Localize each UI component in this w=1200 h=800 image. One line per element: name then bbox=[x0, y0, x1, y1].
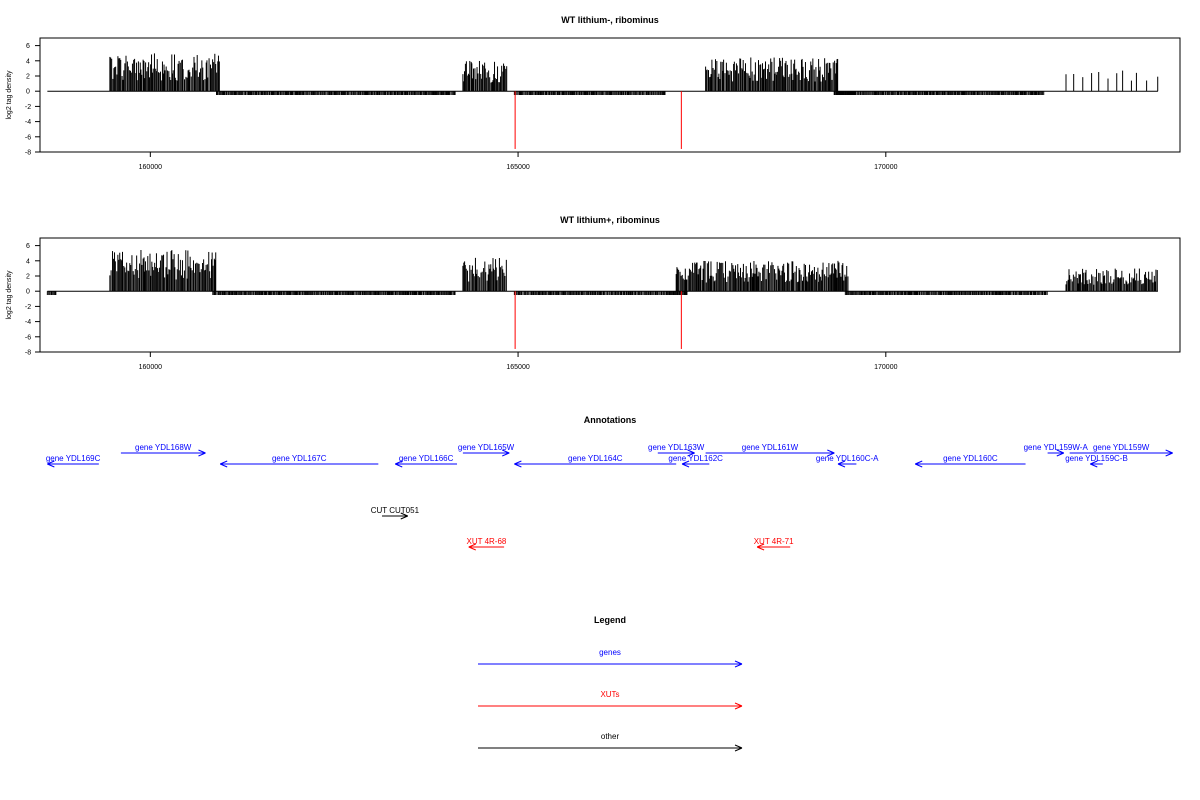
annotation-feature: gene YDL166C bbox=[395, 454, 458, 468]
y-tick-label: 4 bbox=[26, 58, 30, 65]
annotation-label: gene YDL159C-B bbox=[1065, 454, 1128, 463]
annotation-label: gene YDL159W-A bbox=[1024, 443, 1089, 452]
track-panel-lithium-minus: WT lithium-, ribominus log2 tag density … bbox=[6, 15, 1181, 171]
y-tick-label: 2 bbox=[26, 274, 30, 281]
y-tick-label: 6 bbox=[26, 243, 30, 250]
axes: 160000 165000 170000 -8 -6 -4 -2 0 2 4 6 bbox=[25, 43, 898, 171]
annotation-label: gene YDL169C bbox=[46, 454, 101, 463]
legend-entry: XUTs bbox=[478, 690, 743, 710]
annotation-label: gene YDL161W bbox=[742, 443, 799, 452]
annotation-feature: XUT 4R-68 bbox=[467, 537, 507, 551]
x-tick-label: 165000 bbox=[506, 364, 529, 371]
annotation-feature: gene YDL165W bbox=[458, 443, 515, 457]
x-tick-label: 160000 bbox=[139, 364, 162, 371]
annotation-feature: gene YDL169C bbox=[46, 454, 101, 468]
y-tick-label: 4 bbox=[26, 258, 30, 265]
annotation-feature: gene YDL167C bbox=[219, 454, 379, 468]
y-tick-label: -6 bbox=[25, 334, 31, 341]
plot-frame bbox=[39, 237, 1181, 353]
signal-bars bbox=[46, 250, 1158, 349]
annotation-feature: gene YDL164C bbox=[514, 454, 677, 468]
x-tick-label: 170000 bbox=[874, 164, 897, 171]
annotation-label: CUT CUT051 bbox=[371, 506, 420, 515]
annotation-features: gene YDL169C gene YDL168W gene YDL167C gene… bbox=[46, 443, 1173, 551]
legend: Legend genes XUTs other bbox=[478, 615, 743, 752]
legend-label: genes bbox=[599, 648, 621, 657]
legend-entries: genes XUTs other bbox=[478, 648, 743, 752]
legend-title: Legend bbox=[594, 615, 626, 625]
annotation-label: gene YDL162C bbox=[668, 454, 723, 463]
annotation-feature: gene YDL159C-B bbox=[1065, 454, 1128, 468]
x-tick-label: 160000 bbox=[139, 164, 162, 171]
legend-label: other bbox=[601, 732, 620, 741]
annotation-feature: gene YDL159W bbox=[1069, 443, 1173, 457]
annotation-feature: gene YDL163W bbox=[648, 443, 705, 457]
annotation-label: gene YDL160C bbox=[943, 454, 998, 463]
y-tick-label: -8 bbox=[25, 150, 31, 157]
x-tick-label: 165000 bbox=[506, 164, 529, 171]
annotation-feature: gene YDL159W-A bbox=[1024, 443, 1089, 457]
signal-bars bbox=[47, 53, 1159, 149]
annotation-label: XUT 4R-68 bbox=[467, 537, 507, 546]
y-tick-label: 2 bbox=[26, 74, 30, 81]
y-tick-label: 6 bbox=[26, 43, 30, 50]
annotation-feature: XUT 4R-71 bbox=[754, 537, 794, 551]
annotation-label: gene YDL166C bbox=[399, 454, 454, 463]
legend-entry: other bbox=[478, 732, 743, 752]
annotation-feature: gene YDL160C-A bbox=[816, 454, 879, 468]
annotation-feature: CUT CUT051 bbox=[371, 506, 420, 520]
y-tick-label: 0 bbox=[26, 289, 30, 296]
annotation-feature: gene YDL168W bbox=[120, 443, 206, 457]
annotation-label: XUT 4R-71 bbox=[754, 537, 794, 546]
annotation-label: gene YDL160C-A bbox=[816, 454, 879, 463]
annotation-label: gene YDL164C bbox=[568, 454, 623, 463]
annotation-label: gene YDL163W bbox=[648, 443, 705, 452]
annotations-title: Annotations bbox=[584, 415, 637, 425]
track-title: WT lithium+, ribominus bbox=[560, 215, 660, 225]
annotation-feature: gene YDL162C bbox=[668, 454, 723, 468]
plot-frame bbox=[39, 37, 1181, 153]
y-tick-label: 0 bbox=[26, 89, 30, 96]
annotation-label: gene YDL168W bbox=[135, 443, 192, 452]
axes: 160000 165000 170000 -8 -6 -4 -2 0 2 4 6 bbox=[25, 243, 898, 371]
annotation-feature: gene YDL160C bbox=[915, 454, 1026, 468]
legend-entry: genes bbox=[478, 648, 743, 668]
annotation-feature: gene YDL161W bbox=[705, 443, 835, 457]
x-tick-label: 170000 bbox=[874, 364, 897, 371]
y-axis-label: log2 tag density bbox=[6, 270, 13, 320]
y-tick-label: -6 bbox=[25, 134, 31, 141]
y-tick-label: -2 bbox=[25, 104, 31, 111]
y-tick-label: -4 bbox=[25, 119, 31, 126]
y-tick-label: -8 bbox=[25, 350, 31, 357]
legend-label: XUTs bbox=[600, 690, 619, 699]
y-tick-label: -4 bbox=[25, 319, 31, 326]
y-axis-label: log2 tag density bbox=[6, 70, 13, 120]
track-panel-lithium-plus: WT lithium+, ribominus log2 tag density … bbox=[6, 215, 1181, 371]
y-tick-label: -2 bbox=[25, 304, 31, 311]
annotation-label: gene YDL165W bbox=[458, 443, 515, 452]
annotation-label: gene YDL167C bbox=[272, 454, 327, 463]
track-title: WT lithium-, ribominus bbox=[561, 15, 659, 25]
annotation-label: gene YDL159W bbox=[1093, 443, 1150, 452]
